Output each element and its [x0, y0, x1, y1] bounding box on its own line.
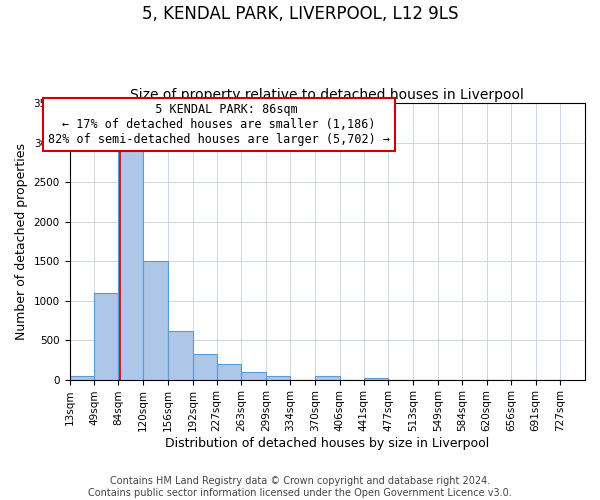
Bar — [118, 149, 143, 380]
Bar — [168, 330, 193, 380]
Bar — [217, 364, 241, 380]
Bar — [70, 376, 94, 380]
Bar — [241, 372, 266, 380]
Text: 5 KENDAL PARK: 86sqm
← 17% of detached houses are smaller (1,186)
82% of semi-de: 5 KENDAL PARK: 86sqm ← 17% of detached h… — [48, 103, 390, 146]
Y-axis label: Number of detached properties: Number of detached properties — [15, 143, 28, 340]
Bar — [266, 376, 290, 380]
Bar — [94, 292, 118, 380]
Bar — [193, 354, 217, 380]
Bar — [364, 378, 388, 380]
Title: Size of property relative to detached houses in Liverpool: Size of property relative to detached ho… — [130, 88, 524, 102]
X-axis label: Distribution of detached houses by size in Liverpool: Distribution of detached houses by size … — [165, 437, 490, 450]
Bar — [143, 261, 168, 380]
Bar — [315, 376, 340, 380]
Text: Contains HM Land Registry data © Crown copyright and database right 2024.
Contai: Contains HM Land Registry data © Crown c… — [88, 476, 512, 498]
Text: 5, KENDAL PARK, LIVERPOOL, L12 9LS: 5, KENDAL PARK, LIVERPOOL, L12 9LS — [142, 5, 458, 23]
